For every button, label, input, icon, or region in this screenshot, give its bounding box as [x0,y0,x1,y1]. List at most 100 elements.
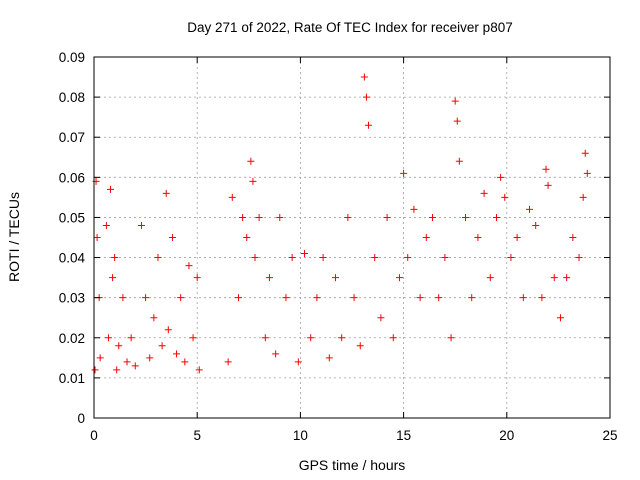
data-point [416,294,424,302]
data-point [307,334,315,342]
data-point [581,149,589,157]
data-point [189,334,197,342]
x-tick-label: 0 [90,428,98,443]
data-point [497,173,505,181]
data-point [474,234,482,241]
data-point [319,254,327,262]
data-point [224,358,232,366]
data-point [410,205,418,213]
data-point [451,97,459,105]
data-point [563,274,571,282]
data-point [228,193,236,201]
data-point [331,274,339,282]
data-point [550,274,558,282]
data-point [251,254,259,262]
data-point [325,354,333,362]
data-point [127,334,135,342]
data-point [123,358,131,366]
data-point [173,350,181,358]
data-point [519,294,527,302]
data-point [168,234,176,241]
data-point [193,274,201,282]
x-axis-label: GPS time / hours [299,457,406,473]
data-point [468,294,476,302]
ticks: 0 0.01 0.02 0.03 0.04 0.05 0.06 0.07 0.08 0.09 0 5 1… [59,50,618,443]
data-point [356,342,364,350]
data-point [195,366,203,374]
data-point [344,213,352,221]
data-point [377,314,385,322]
data-point [276,213,284,221]
data-point [91,366,99,374]
data-point [556,314,564,322]
data-point [294,358,302,366]
y-tick-label: 0 [77,411,85,426]
data-point [441,254,449,262]
data-point [383,213,391,221]
data-point [177,294,185,302]
data-point [313,294,321,302]
data-point [185,262,193,270]
data-point [247,157,255,165]
y-tick-label: 0.06 [59,170,85,185]
data-point [422,234,430,241]
x-tick-label: 25 [602,428,617,443]
data-point [404,254,412,262]
data-point [239,213,247,221]
data-point [265,274,273,282]
y-tick-label: 0.01 [59,371,85,386]
data-point [532,221,540,229]
data-point [453,117,461,125]
data-point [243,234,251,241]
data-point [107,185,115,193]
y-tick-label: 0.07 [59,130,85,145]
chart-title: Day 271 of 2022, Rate Of TEC Index for r… [187,20,512,35]
plot-frame [93,56,611,419]
data-point [583,169,591,177]
data-point [480,189,488,197]
data-point [255,213,263,221]
data-point [115,342,123,350]
data-point [492,213,500,221]
data-point [146,354,154,362]
data-point [486,274,494,282]
data-point [301,250,309,258]
data-point [119,294,127,302]
x-tick-label: 10 [293,428,308,443]
y-tick-label: 0.09 [59,50,85,65]
y-tick-label: 0.02 [59,331,85,346]
data-point [154,254,162,262]
data-point [338,334,346,342]
data-point [272,350,280,358]
data-point [389,334,397,342]
data-point [104,334,112,342]
data-points [91,73,591,374]
y-tick-label: 0.08 [59,90,85,105]
data-point [249,177,257,185]
data-point [158,342,166,350]
data-point [526,205,534,213]
data-point [544,181,552,189]
data-point [362,93,370,101]
data-point [109,274,117,282]
data-point [579,193,587,201]
data-point [400,169,408,177]
data-point [395,274,403,282]
data-point [435,294,443,302]
y-tick-label: 0.05 [59,210,85,225]
data-point [447,334,455,342]
data-point [181,358,189,366]
data-point [360,73,368,81]
data-point [137,221,145,229]
x-tick-label: 5 [193,428,201,443]
data-point [501,193,509,201]
data-point [542,165,550,173]
data-point [538,294,546,302]
grid [94,57,610,418]
x-tick-label: 20 [499,428,514,443]
y-tick-label: 0.04 [59,251,86,266]
data-point [569,234,577,241]
data-point [350,294,358,302]
data-point [150,314,158,322]
data-point [288,254,296,262]
